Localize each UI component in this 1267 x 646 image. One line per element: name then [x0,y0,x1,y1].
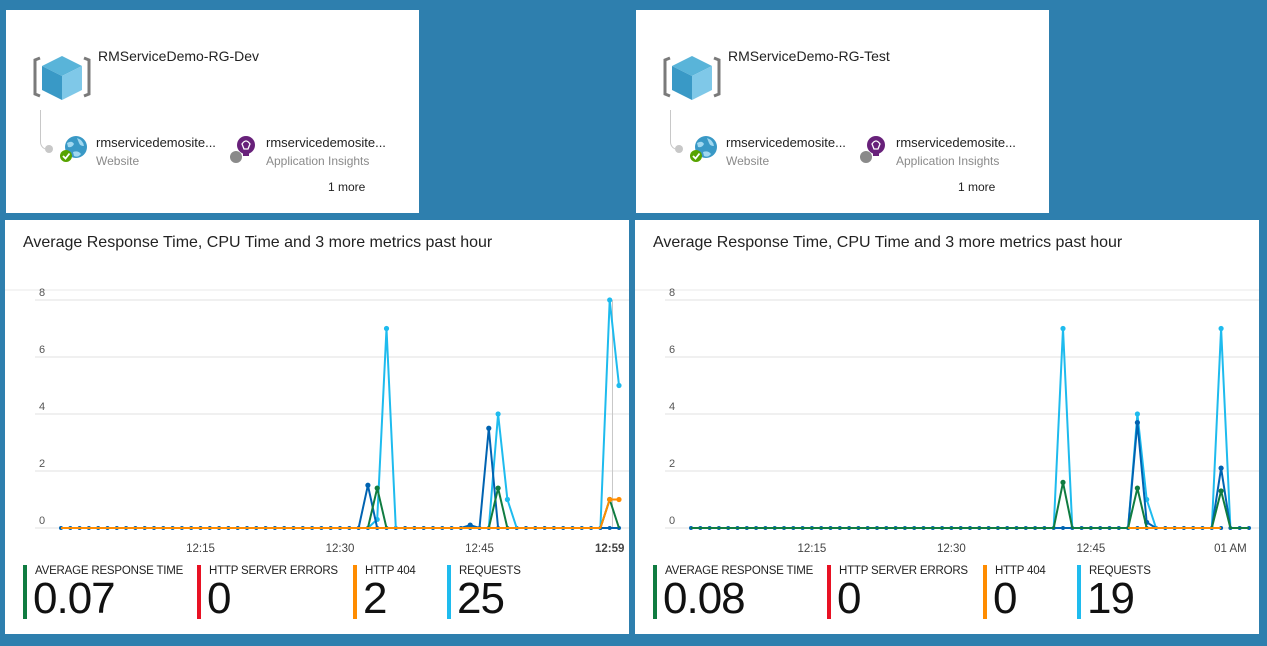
series-line-avg_response_time [61,487,620,529]
metric-label: REQUESTS [1089,565,1151,577]
resource-type: Application Insights [266,154,370,168]
website-globe-icon [690,136,717,162]
x-tick-label: 12:45 [1077,543,1106,555]
metric-value: 25 [457,574,505,623]
resource-group-title[interactable]: RMServiceDemo-RG-Dev [98,48,260,64]
series-point-http_404 [607,496,613,503]
metric-label: HTTP SERVER ERRORS [839,565,968,577]
metric-color-bar [197,565,201,619]
series-point-avg_response_time [374,485,380,491]
metric-label: AVERAGE RESPONSE TIME [35,565,184,577]
y-tick-label: 2 [39,458,45,470]
series-line-cpu_dark [61,427,619,529]
resource-name: rmservicedemosite... [726,135,846,150]
resource-group-tile-dev[interactable]: RMServiceDemo-RG-Dev rmservicedemosite..… [6,10,419,213]
metric-value: 2 [363,574,388,623]
y-tick-label: 0 [39,515,45,527]
resource-type: Website [96,154,140,168]
series-point-requests [495,411,501,417]
metrics-chart-tile-test[interactable]: Average Response Time, CPU Time and 3 mo… [635,220,1259,634]
resource-group-tile-test[interactable]: RMServiceDemo-RG-Test rmservicedemosite.… [636,10,1049,213]
metric-label: HTTP 404 [365,565,416,577]
app-insights-bulb-icon [860,136,885,163]
metric-color-bar [983,565,987,619]
series-point-requests [1060,325,1066,332]
metric-value: 0.08 [663,574,746,623]
x-tick-label: 01 AM [1214,543,1247,555]
tree-connector [40,110,50,150]
series-line-requests [691,327,1249,529]
resource-group-title[interactable]: RMServiceDemo-RG-Test [728,48,890,64]
x-tick-label: 12:45 [465,543,494,555]
metric-color-bar [23,565,27,619]
metric-label: AVERAGE RESPONSE TIME [665,565,814,577]
series-point-cpu_dark [486,425,492,431]
series-point-requests [607,297,613,303]
series-line-avg_response_time [691,481,1249,529]
resource-type: Website [726,154,770,168]
series-point-requests [1134,411,1140,417]
metric-value: 0 [993,574,1018,623]
y-tick-label: 4 [39,401,45,413]
resource-name: rmservicedemosite... [96,135,216,150]
series-point-http_404 [616,496,622,503]
series-point-requests [383,325,390,332]
more-resources-link[interactable]: 1 more [958,180,996,194]
series-point-avg_response_time [1134,485,1140,491]
website-globe-icon [60,136,87,162]
metric-value: 19 [1087,574,1135,623]
series-line-http_404 [61,498,619,529]
series-point-requests [1218,325,1224,332]
metric-label: HTTP SERVER ERRORS [209,565,338,577]
tree-connector-dot [675,145,683,153]
chart-title: Average Response Time, CPU Time and 3 mo… [653,234,1123,251]
metric-color-bar [1077,565,1081,619]
resource-type: Application Insights [896,154,1000,168]
resource-group-cube-icon [33,56,91,100]
y-tick-label: 2 [669,458,675,470]
resource-name: rmservicedemosite... [266,135,386,150]
series-point-requests [504,496,510,503]
y-tick-label: 6 [669,344,675,356]
metric-value: 0 [837,574,862,623]
series-point-cpu_dark [467,522,473,528]
resource-group-cube-icon [663,56,721,100]
more-resources-link[interactable]: 1 more [328,180,366,194]
resource-name: rmservicedemosite... [896,135,1016,150]
series-point-cpu_dark [1218,465,1224,471]
metrics-line-chart[interactable]: 0 2 4 6 8 12:15 12:30 12:45 12:59 [5,280,629,560]
series-point-avg_response_time [1218,488,1224,494]
y-tick-label: 6 [39,344,45,356]
x-tick-label: 12:30 [937,543,966,555]
series-point-requests [616,382,622,389]
y-tick-label: 4 [669,401,675,413]
x-tick-label: 12:15 [798,543,827,555]
series-point-avg_response_time [1060,479,1066,485]
series-line-cpu_dark [691,421,1249,529]
metrics-chart-tile-dev[interactable]: Average Response Time, CPU Time and 3 mo… [5,220,629,634]
y-tick-label: 8 [669,287,675,299]
metric-label: REQUESTS [459,565,521,577]
x-tick-label: 12:15 [186,543,215,555]
y-tick-label: 8 [39,287,45,299]
metric-color-bar [827,565,831,619]
metric-label: HTTP 404 [995,565,1046,577]
x-tick-label: 12:59 [595,543,624,555]
app-insights-bulb-icon [230,136,255,163]
series-point-avg_response_time [495,485,501,491]
series-point-cpu_dark [365,482,371,488]
x-tick-label: 12:30 [326,543,355,555]
metrics-line-chart[interactable]: 0 2 4 6 8 12:15 12:30 12:45 01 AM [635,280,1259,560]
y-tick-label: 0 [669,515,675,527]
metric-color-bar [447,565,451,619]
tree-connector [670,110,680,150]
tree-connector-dot [45,145,53,153]
series-point-cpu_dark [1134,419,1140,426]
metric-value: 0 [207,574,232,623]
metric-value: 0.07 [33,574,116,623]
metric-color-bar [353,565,357,619]
chart-title: Average Response Time, CPU Time and 3 mo… [23,234,493,251]
metric-color-bar [653,565,657,619]
